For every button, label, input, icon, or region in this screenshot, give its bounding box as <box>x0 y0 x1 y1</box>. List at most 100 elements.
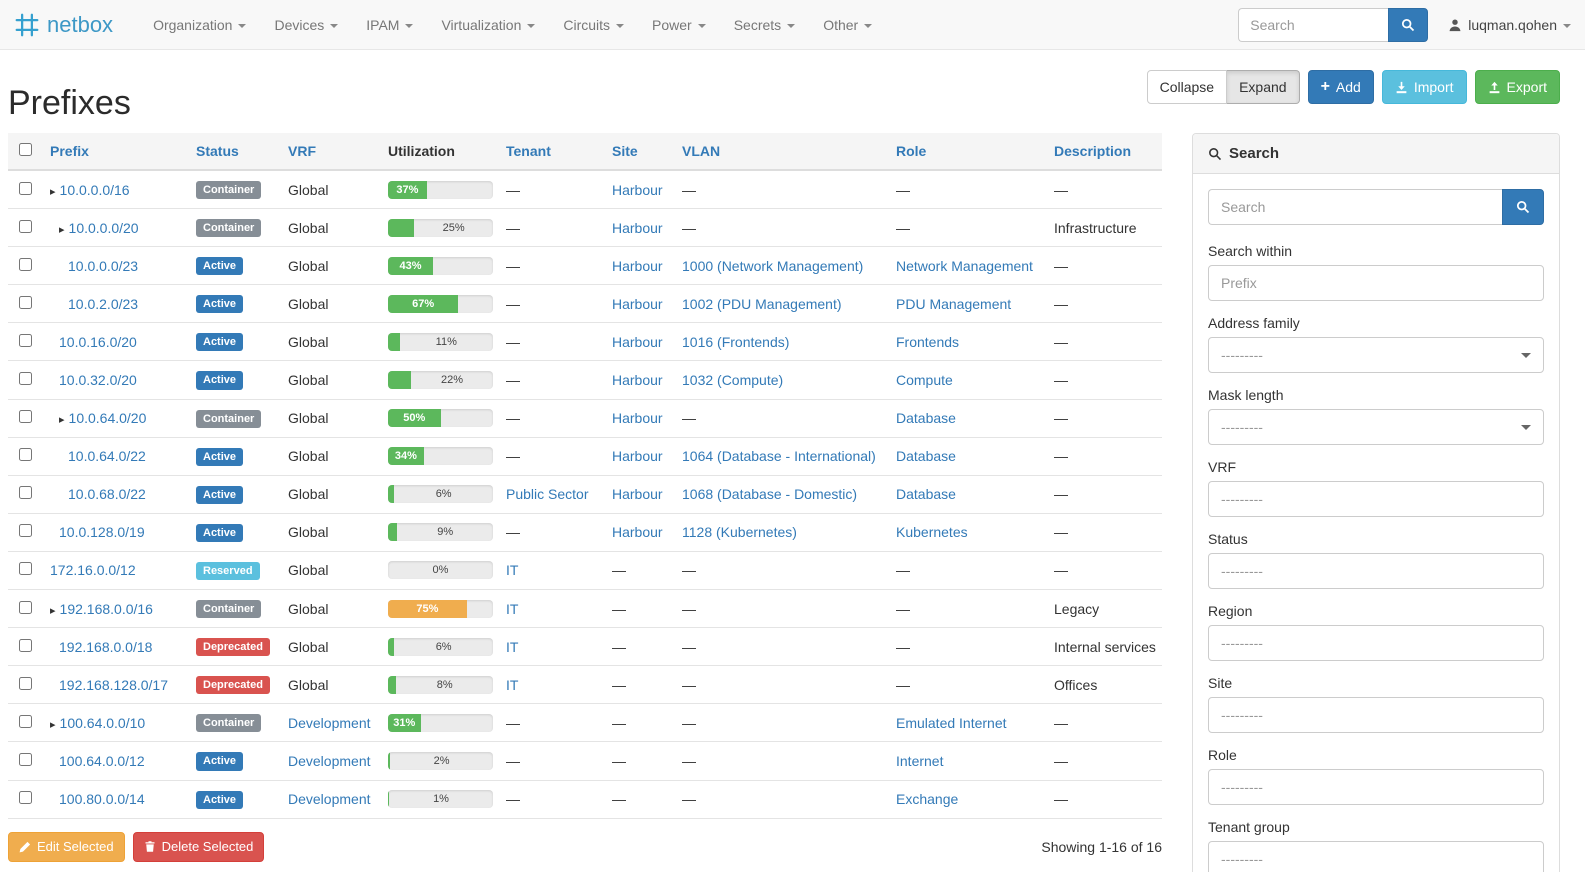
navbar-search-button[interactable] <box>1388 7 1429 42</box>
prefix-link[interactable]: 10.0.128.0/19 <box>59 524 145 541</box>
site-link[interactable]: Harbour <box>612 524 663 541</box>
prefix-link[interactable]: 10.0.2.0/23 <box>68 295 139 312</box>
search-within-input[interactable] <box>1208 265 1544 301</box>
row-checkbox[interactable] <box>18 676 32 690</box>
caret-right-icon[interactable]: ▸ <box>50 718 56 731</box>
caret-right-icon[interactable]: ▸ <box>50 604 56 617</box>
nav-item-circuits[interactable]: Circuits <box>549 0 638 50</box>
sidebar-search-button[interactable] <box>1502 189 1544 225</box>
column-header-site[interactable]: Site <box>604 133 674 171</box>
column-header-vrf[interactable]: VRF <box>280 133 380 171</box>
row-checkbox[interactable] <box>18 524 32 538</box>
vrf-select[interactable]: --------- <box>1208 481 1544 517</box>
prefix-link[interactable]: 10.0.16.0/20 <box>59 333 137 350</box>
caret-right-icon[interactable]: ▸ <box>50 185 56 198</box>
row-checkbox[interactable] <box>18 600 32 614</box>
tenant-group-select[interactable]: --------- <box>1208 841 1544 872</box>
row-checkbox[interactable] <box>18 562 32 576</box>
vlan-link[interactable]: 1016 (Frontends) <box>682 333 790 350</box>
prefix-link[interactable]: 10.0.68.0/22 <box>68 486 146 503</box>
row-checkbox[interactable] <box>18 752 32 766</box>
column-header-vlan[interactable]: VLAN <box>674 133 888 171</box>
nav-item-virtualization[interactable]: Virtualization <box>427 0 549 50</box>
nav-item-ipam[interactable]: IPAM <box>352 0 427 50</box>
prefix-link[interactable]: 10.0.0.0/20 <box>68 219 139 236</box>
role-link[interactable]: Database <box>896 410 956 427</box>
nav-item-devices[interactable]: Devices <box>260 0 352 50</box>
prefix-link[interactable]: 10.0.64.0/20 <box>68 410 147 427</box>
role-link[interactable]: Internet <box>896 752 944 769</box>
row-checkbox[interactable] <box>18 333 32 347</box>
caret-right-icon[interactable]: ▸ <box>59 223 65 236</box>
site-link[interactable]: Harbour <box>612 181 663 198</box>
site-link[interactable]: Harbour <box>612 257 663 274</box>
caret-right-icon[interactable]: ▸ <box>59 414 65 427</box>
prefix-link[interactable]: 10.0.0.0/16 <box>59 181 130 198</box>
nav-item-power[interactable]: Power <box>638 0 720 50</box>
prefix-link[interactable]: 192.168.0.0/18 <box>59 638 153 655</box>
prefix-link[interactable]: 172.16.0.0/12 <box>50 562 136 579</box>
site-link[interactable]: Harbour <box>612 295 663 312</box>
status-select[interactable]: --------- <box>1208 553 1544 589</box>
vrf-link[interactable]: Development <box>288 714 371 731</box>
region-select[interactable]: --------- <box>1208 625 1544 661</box>
vrf-link[interactable]: Development <box>288 752 371 769</box>
netbox-logo[interactable]: netbox <box>14 12 113 38</box>
nav-item-organization[interactable]: Organization <box>139 0 260 50</box>
row-checkbox[interactable] <box>18 372 32 386</box>
site-link[interactable]: Harbour <box>612 333 663 350</box>
role-link[interactable]: Database <box>896 448 956 465</box>
prefix-link[interactable]: 192.168.128.0/17 <box>59 676 168 693</box>
role-link[interactable]: Kubernetes <box>896 524 968 541</box>
role-link[interactable]: Compute <box>896 372 953 389</box>
row-checkbox[interactable] <box>18 714 32 728</box>
site-link[interactable]: Harbour <box>612 486 663 503</box>
column-header-tenant[interactable]: Tenant <box>498 133 604 171</box>
vlan-link[interactable]: 1002 (PDU Management) <box>682 295 842 312</box>
site-select[interactable]: --------- <box>1208 697 1544 733</box>
prefix-link[interactable]: 10.0.32.0/20 <box>59 372 137 389</box>
role-link[interactable]: Frontends <box>896 333 960 350</box>
row-checkbox[interactable] <box>18 257 32 271</box>
add-button[interactable]: + Add <box>1307 70 1374 104</box>
sidebar-search-input[interactable] <box>1208 189 1502 225</box>
role-link[interactable]: Database <box>896 486 956 503</box>
address-family-select[interactable]: --------- <box>1208 337 1544 373</box>
vlan-link[interactable]: 1032 (Compute) <box>682 372 784 389</box>
column-header-description[interactable]: Description <box>1046 133 1162 171</box>
vlan-link[interactable]: 1000 (Network Management) <box>682 257 864 274</box>
column-header-role[interactable]: Role <box>888 133 1046 171</box>
vlan-link[interactable]: 1064 (Database - International) <box>682 448 876 465</box>
site-link[interactable]: Harbour <box>612 219 663 236</box>
mask-length-select[interactable]: --------- <box>1208 409 1544 445</box>
tenant-link[interactable]: IT <box>506 600 519 617</box>
navbar-search-input[interactable] <box>1238 7 1389 42</box>
export-button[interactable]: Export <box>1474 70 1560 104</box>
nav-item-other[interactable]: Other <box>809 0 886 50</box>
role-link[interactable]: Network Management <box>896 257 1033 274</box>
row-checkbox[interactable] <box>18 448 32 462</box>
column-header-prefix[interactable]: Prefix <box>42 133 188 171</box>
import-button[interactable]: Import <box>1381 70 1467 104</box>
nav-item-secrets[interactable]: Secrets <box>720 0 809 50</box>
collapse-button[interactable]: Collapse <box>1146 70 1228 104</box>
select-all-checkbox[interactable] <box>18 143 32 156</box>
vrf-link[interactable]: Development <box>288 791 371 808</box>
edit-selected-button[interactable]: Edit Selected <box>8 831 125 862</box>
tenant-link[interactable]: Public Sector <box>506 486 589 503</box>
row-checkbox[interactable] <box>18 486 32 500</box>
prefix-link[interactable]: 100.80.0.0/14 <box>59 791 145 808</box>
tenant-link[interactable]: IT <box>506 638 519 655</box>
role-link[interactable]: Emulated Internet <box>896 714 1007 731</box>
site-link[interactable]: Harbour <box>612 448 663 465</box>
site-link[interactable]: Harbour <box>612 410 663 427</box>
user-menu[interactable]: luqman.qohen <box>1448 17 1571 33</box>
row-checkbox[interactable] <box>18 219 32 233</box>
site-link[interactable]: Harbour <box>612 372 663 389</box>
vlan-link[interactable]: 1128 (Kubernetes) <box>682 524 797 541</box>
role-select[interactable]: --------- <box>1208 769 1544 805</box>
row-checkbox[interactable] <box>18 181 32 195</box>
column-header-status[interactable]: Status <box>188 133 280 171</box>
row-checkbox[interactable] <box>18 295 32 309</box>
tenant-link[interactable]: IT <box>506 676 519 693</box>
